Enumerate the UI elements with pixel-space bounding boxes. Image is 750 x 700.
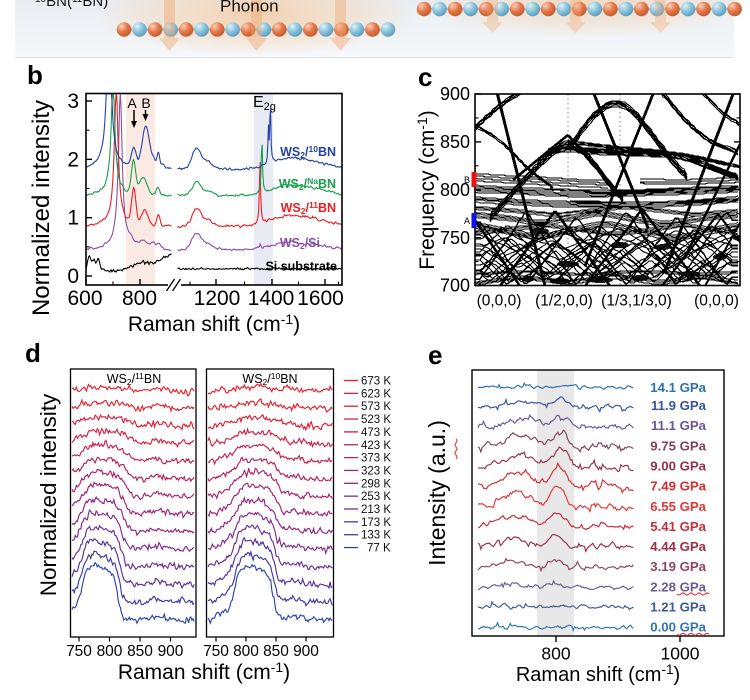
svg-text:4.44 GPa: 4.44 GPa — [650, 539, 706, 554]
svg-text:523 K: 523 K — [361, 414, 391, 426]
svg-text:850: 850 — [440, 132, 470, 152]
svg-text:0.00 GPa: 0.00 GPa — [650, 620, 706, 635]
svg-text:800: 800 — [233, 643, 259, 660]
svg-text:WS2/11BN: WS2/11BN — [281, 200, 336, 216]
svg-text:c: c — [418, 62, 432, 92]
svg-text:750: 750 — [66, 643, 92, 660]
svg-text:9.75 GPa: 9.75 GPa — [650, 438, 706, 453]
svg-text:WS2/NaBN: WS2/NaBN — [279, 176, 336, 192]
svg-text:800: 800 — [122, 287, 157, 310]
svg-text:323 K: 323 K — [361, 465, 391, 477]
svg-text:WS2/10BN: WS2/10BN — [280, 144, 336, 160]
svg-text:6.55 GPa: 6.55 GPa — [650, 499, 706, 514]
svg-text:Raman shift (cm-1): Raman shift (cm-1) — [118, 659, 290, 684]
svg-text:Raman shift (cm-1): Raman shift (cm-1) — [128, 311, 300, 336]
svg-text:133 K: 133 K — [361, 530, 391, 542]
svg-text:d: d — [25, 338, 41, 368]
svg-text:B: B — [141, 95, 150, 111]
svg-text:800: 800 — [440, 180, 470, 200]
svg-text:(0,0,0): (0,0,0) — [477, 293, 522, 310]
svg-text:3: 3 — [67, 90, 79, 113]
svg-text:700: 700 — [440, 276, 470, 296]
svg-text:A: A — [464, 216, 470, 226]
svg-text:900: 900 — [440, 84, 470, 104]
svg-text:1200: 1200 — [194, 287, 241, 310]
svg-text:850: 850 — [127, 643, 153, 660]
svg-text:Raman shift (cm-1): Raman shift (cm-1) — [516, 662, 680, 686]
svg-text:800: 800 — [541, 644, 570, 664]
svg-text:623 K: 623 K — [361, 388, 391, 400]
svg-text:WS2/Si: WS2/Si — [280, 236, 320, 251]
svg-text:(0,0,0): (0,0,0) — [694, 293, 739, 310]
svg-text:Phonon: Phonon — [220, 0, 279, 16]
svg-text:Frequency (cm-1): Frequency (cm-1) — [414, 110, 439, 270]
svg-text:800: 800 — [97, 643, 123, 660]
svg-text:1000: 1000 — [661, 644, 700, 664]
svg-text:A: A — [127, 95, 137, 111]
svg-text:173 K: 173 K — [361, 517, 391, 529]
svg-text:2: 2 — [67, 148, 79, 171]
svg-text:673 K: 673 K — [361, 376, 391, 388]
svg-text:0: 0 — [67, 265, 79, 288]
svg-text:Normalized intensity: Normalized intensity — [36, 393, 61, 596]
svg-text:900: 900 — [293, 643, 319, 660]
svg-text:Si substrate: Si substrate — [265, 260, 337, 274]
svg-text:473 K: 473 K — [361, 427, 391, 439]
svg-text:5.41 GPa: 5.41 GPa — [650, 519, 706, 534]
svg-text:1: 1 — [67, 207, 79, 230]
svg-text:B: B — [464, 175, 470, 185]
svg-text:373 K: 373 K — [361, 453, 391, 465]
svg-text:Normalized intensity: Normalized intensity — [28, 100, 55, 316]
svg-text:10BN(11BN): 10BN(11BN) — [35, 0, 108, 10]
svg-text:11.1 GPa: 11.1 GPa — [651, 418, 707, 433]
svg-text:11.9 GPa: 11.9 GPa — [651, 398, 707, 413]
svg-text:1.21 GPa: 1.21 GPa — [650, 600, 706, 615]
svg-text:3.19 GPa: 3.19 GPa — [650, 559, 706, 574]
svg-text:(1/2,0,0): (1/2,0,0) — [535, 293, 593, 310]
svg-text:b: b — [27, 60, 43, 90]
svg-text:1600: 1600 — [297, 287, 344, 310]
svg-text:750: 750 — [440, 228, 470, 248]
svg-text:600: 600 — [67, 287, 102, 310]
svg-text:750: 750 — [203, 643, 229, 660]
svg-text:7.49 GPa: 7.49 GPa — [650, 479, 706, 494]
svg-text:(1/3,1/3,0): (1/3,1/3,0) — [601, 293, 672, 310]
svg-text:77 K: 77 K — [367, 543, 391, 555]
svg-text:1400: 1400 — [248, 287, 295, 310]
svg-text:900: 900 — [158, 643, 184, 660]
svg-text:423 K: 423 K — [361, 440, 391, 452]
svg-text:298 K: 298 K — [361, 478, 391, 490]
svg-text:850: 850 — [263, 643, 289, 660]
svg-text:573 K: 573 K — [361, 401, 391, 413]
svg-text:2.28 GPa: 2.28 GPa — [650, 579, 706, 594]
svg-text:253 K: 253 K — [361, 491, 391, 503]
svg-text:213 K: 213 K — [361, 504, 391, 516]
svg-text:14.1 GPa: 14.1 GPa — [650, 380, 706, 395]
svg-text:Intensity (a.u.): Intensity (a.u.) — [424, 420, 450, 566]
svg-text:WS2/11BN: WS2/11BN — [107, 371, 162, 387]
svg-text:9.00 GPa: 9.00 GPa — [650, 459, 706, 474]
svg-text:e: e — [428, 340, 442, 370]
svg-text:WS2/10BN: WS2/10BN — [242, 371, 297, 387]
